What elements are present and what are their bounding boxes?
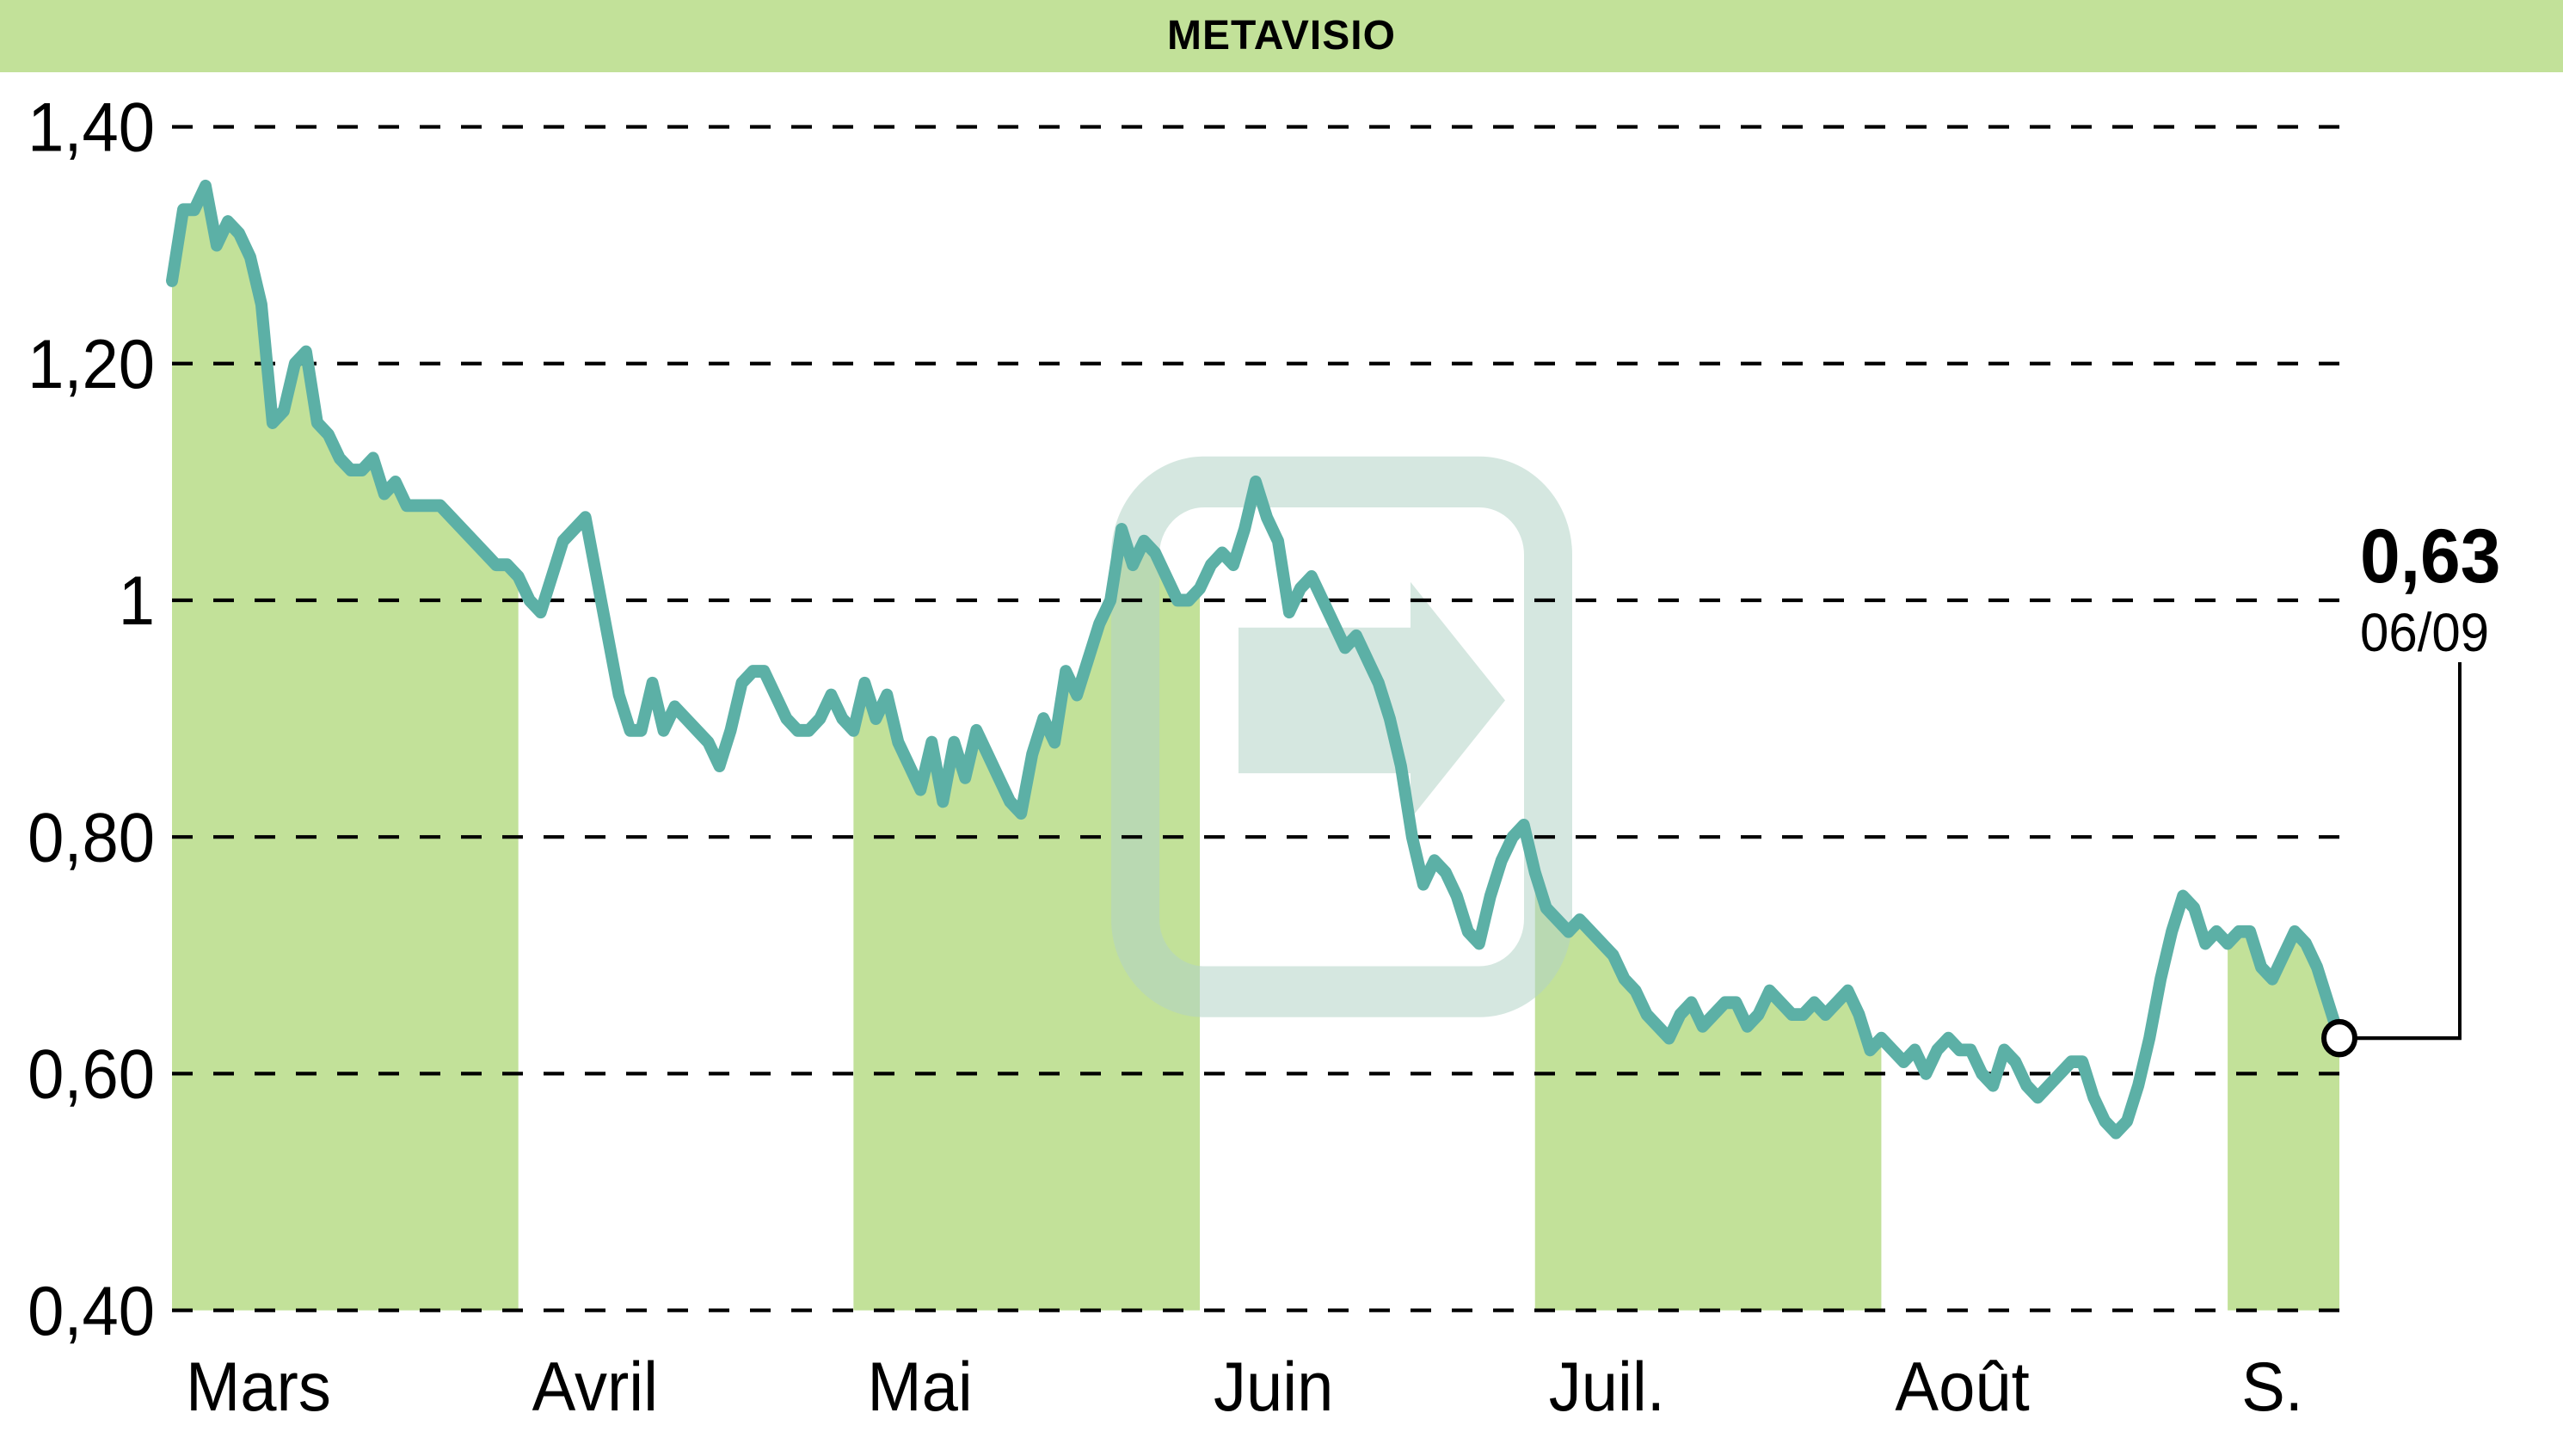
- chart-plot-wrapper: 0,40 0,60 0,80 1 1,20 1,40 Mars Avril Mai Juin Jui…: [0, 72, 2563, 1456]
- y-axis-label: 1,20: [28, 325, 155, 402]
- last-date-label: 06/09: [2360, 603, 2489, 664]
- y-axis-label: 1,40: [28, 89, 155, 166]
- y-axis-label: 1: [119, 562, 155, 639]
- x-axis-label: Août: [1895, 1348, 2030, 1425]
- x-axis-label: Juil.: [1549, 1348, 1665, 1425]
- last-value-label: 0,63: [2360, 514, 2500, 599]
- y-axis-label: 0,80: [28, 798, 155, 875]
- y-axis-label: 0,40: [28, 1272, 155, 1349]
- x-axis-label: Mars: [186, 1348, 331, 1425]
- chart-title: METAVISIO: [1167, 13, 1396, 58]
- chart-container: METAVISIO 0,40 0,60 0,80 1 1,20 1,40 Mars Avril…: [0, 0, 2563, 1456]
- x-axis-label: Juin: [1214, 1348, 1333, 1425]
- y-axis-label: 0,60: [28, 1035, 155, 1113]
- x-axis-label: Mai: [867, 1348, 972, 1425]
- x-axis-label: Avril: [532, 1348, 658, 1425]
- x-axis-label: S.: [2241, 1348, 2303, 1425]
- stock-line-chart: 0,40 0,60 0,80 1 1,20 1,40 Mars Avril Mai Juin Jui…: [0, 72, 2563, 1456]
- last-point-marker: [2324, 1022, 2355, 1054]
- chart-title-bar: METAVISIO: [0, 0, 2563, 72]
